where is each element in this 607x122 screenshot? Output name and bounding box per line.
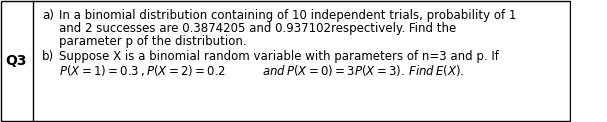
Text: $P(X = 1) = 0.3\,, P(X = 2) = 0.2\,$: $P(X = 1) = 0.3\,, P(X = 2) = 0.2\,$ xyxy=(59,63,226,78)
Text: $\mathit{and}\,P(X = 0) = 3P(X = 3).\,\mathit{Find}\,E(X).$: $\mathit{and}\,P(X = 0) = 3P(X = 3).\,\m… xyxy=(262,63,464,78)
Text: Q3: Q3 xyxy=(5,54,27,68)
FancyBboxPatch shape xyxy=(1,1,571,121)
Text: a): a) xyxy=(42,9,54,22)
Text: In a binomial distribution containing of 10 independent trials, probability of 1: In a binomial distribution containing of… xyxy=(59,9,517,22)
Text: and 2 successes are 0.3874205 and 0.937102respectively. Find the: and 2 successes are 0.3874205 and 0.9371… xyxy=(59,22,456,35)
Text: b): b) xyxy=(42,50,55,63)
Text: Suppose X is a binomial random variable with parameters of n=3 and p. If: Suppose X is a binomial random variable … xyxy=(59,50,499,63)
Text: parameter p of the distribution.: parameter p of the distribution. xyxy=(59,35,247,48)
